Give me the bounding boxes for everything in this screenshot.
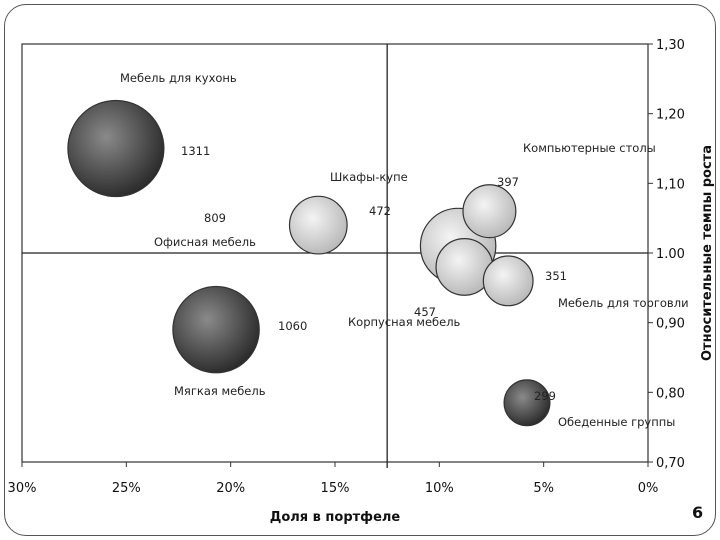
bubbles xyxy=(67,99,551,427)
bubble-name-label: Компьютерные столы xyxy=(523,141,656,155)
y-axis-title: Относительные темпы роста xyxy=(700,145,715,361)
bubble xyxy=(503,379,551,427)
bubble-value-label: 1311 xyxy=(181,144,210,158)
bubble xyxy=(462,184,517,239)
bubble-value-label: 457 xyxy=(414,305,436,319)
bubble-value-label: 351 xyxy=(545,269,567,283)
x-tick-label: 25% xyxy=(112,481,141,496)
bubble xyxy=(482,255,534,307)
bubble xyxy=(67,99,165,198)
x-tick-label: 0% xyxy=(638,481,659,496)
bubble-labels: Мебель для кухонь 1311 Шкафы-купе 472 Офисна… xyxy=(120,71,689,429)
page-number: 6 xyxy=(692,503,704,522)
bubble-value-label: 472 xyxy=(369,204,391,218)
bubble-name-label: Шкафы-купе xyxy=(330,170,408,184)
bubble-value-label: 1060 xyxy=(278,319,307,333)
x-tick-label: 10% xyxy=(425,481,454,496)
x-tick-label: 15% xyxy=(321,481,350,496)
bubble-name-label: Обеденные группы xyxy=(558,415,675,429)
quadrant-dividers xyxy=(22,44,648,468)
y-axis-ticks: 1,30 1,20 1,10 1.00 0,90 0,80 0,70 xyxy=(648,38,685,471)
y-tick-label: 0,90 xyxy=(656,317,685,332)
bubble-name-label: Офисная мебель xyxy=(154,235,256,249)
x-tick-label: 5% xyxy=(533,481,554,496)
bubble-value-label: 809 xyxy=(204,211,226,225)
y-tick-label: 0,70 xyxy=(656,456,685,471)
bubble xyxy=(288,195,348,255)
bubble-name-label: Мебель для торговли xyxy=(558,296,689,310)
bubble-name-label: Корпусная мебель xyxy=(348,315,461,329)
bubble-value-label: 299 xyxy=(534,389,556,403)
y-tick-label: 1,10 xyxy=(656,177,685,192)
x-axis-title: Доля в портфеле xyxy=(270,510,401,525)
x-tick-label: 30% xyxy=(8,481,37,496)
bubble-name-label: Мягкая мебель xyxy=(174,384,266,398)
bubble-name-label: Мебель для кухонь xyxy=(120,71,237,85)
bubble-value-label: 397 xyxy=(497,175,519,189)
slide-frame xyxy=(4,4,716,536)
y-tick-label: 0,80 xyxy=(656,386,685,401)
y-tick-label: 1.00 xyxy=(656,247,685,262)
y-tick-label: 1,20 xyxy=(656,108,685,123)
x-axis-ticks: 30% 25% 20% 15% 10% 5% 0% xyxy=(8,462,659,496)
x-tick-label: 20% xyxy=(216,481,245,496)
y-tick-label: 1,30 xyxy=(656,38,685,53)
bubble xyxy=(172,285,260,374)
